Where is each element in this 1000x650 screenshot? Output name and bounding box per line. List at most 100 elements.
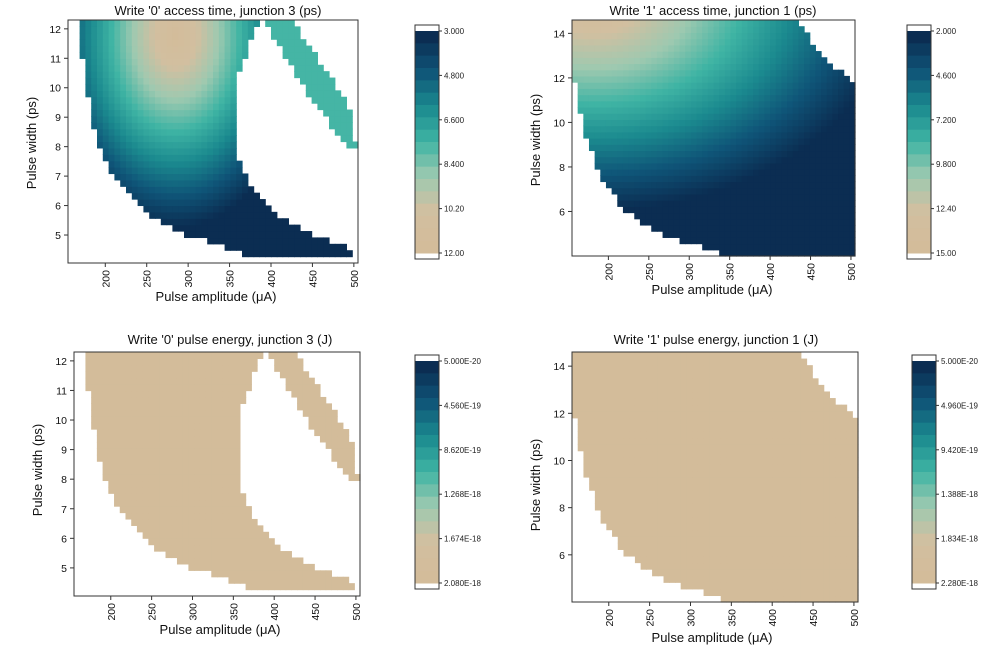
heatmap-cell [702,125,709,133]
heatmap-cell [274,544,281,552]
heatmap-cell [108,396,115,404]
heatmap-cell [639,218,647,226]
heatmap-cell [804,200,811,207]
heatmap-cell [663,503,670,511]
colorbar-segment [415,228,439,242]
heatmap-cell [783,516,790,524]
heatmap-cell [843,119,850,127]
heatmap-cell [259,231,266,239]
heatmap-cell [205,525,212,533]
heatmap-cell [697,477,705,485]
heatmap-cell [696,218,703,226]
heatmap-cell [743,523,750,531]
heatmap-cell [732,437,739,445]
heatmap-cell [188,396,195,404]
heatmap-cell [741,138,749,145]
heatmap-cell [228,454,235,462]
heatmap-cell [276,218,284,226]
heatmap-cell [843,224,850,232]
heatmap-cell [795,529,802,537]
heatmap-cell [131,422,138,430]
heatmap-cell [806,477,813,485]
heatmap-cell [760,529,768,537]
heatmap-cell [758,88,766,96]
heatmap-cell [652,450,659,458]
heatmap-cell [685,20,692,27]
heatmap-cell [189,64,197,72]
heatmap-cell [835,496,842,504]
heatmap-cell [288,250,295,258]
heatmap-cell [838,193,845,201]
heatmap-cell [821,113,828,120]
heatmap-cell [136,409,144,417]
heatmap-cell [646,516,653,524]
heatmap-cell [172,83,179,91]
heatmap-cell [696,75,703,83]
heatmap-cell [199,441,207,449]
heatmap-cell [838,138,845,145]
heatmap-cell [317,250,324,258]
heatmap-cell [611,32,618,40]
heatmap-cell [222,403,230,411]
heatmap-cell [806,523,813,531]
heatmap-cell [142,422,149,430]
heatmap-cell [758,150,766,158]
heatmap-cell [702,193,709,201]
heatmap-cell [832,144,839,152]
heatmap-cell [160,147,168,155]
heatmap-cell [234,544,241,552]
heatmap-cell [781,218,788,226]
heatmap-cell [804,144,811,152]
heatmap-cell [817,457,825,465]
heatmap-cell [600,450,607,458]
heatmap-cell [764,100,771,108]
heatmap-cell [702,231,709,238]
heatmap-cell [166,64,173,72]
heatmap-cell [222,371,230,379]
heatmap-cell [230,83,237,91]
heatmap-cell [172,90,179,98]
heatmap-cell [195,179,202,187]
heatmap-cell [835,523,842,531]
heatmap-cell [806,569,813,577]
heatmap-cell [775,193,783,201]
heatmap-cell [753,125,760,133]
heatmap-cell [832,162,839,170]
heatmap-cell [720,542,728,550]
heatmap-cell [787,125,794,133]
heatmap-cell [205,486,212,494]
heatmap-cell [218,128,226,136]
heatmap-cell [346,128,353,136]
heatmap-cell [600,63,607,71]
heatmap-cell [764,181,771,189]
heatmap-cell [758,169,766,176]
heatmap-cell [184,32,191,40]
heatmap-cell [843,106,850,114]
heatmap-cell [218,179,226,187]
heatmap-cell [719,138,726,145]
heatmap-cell [709,529,716,537]
heatmap-cell [305,58,313,66]
heatmap-cell [253,231,260,239]
heatmap-cell [651,218,658,226]
heatmap-cell [160,77,168,85]
heatmap-cell [758,249,766,257]
heatmap-cell [102,454,109,462]
heatmap-cell [171,512,178,520]
heatmap-cell [720,490,728,498]
heatmap-cell [136,429,144,437]
heatmap-cell [137,26,144,34]
heatmap-cell [775,144,783,152]
heatmap-cell [775,150,783,158]
heatmap-cell [804,69,811,77]
heatmap-cell [96,390,104,398]
heatmap-cell [787,212,794,220]
heatmap-cell [668,82,675,89]
heatmap-cell [812,582,819,590]
heatmap-cell [709,562,716,570]
heatmap-cell [325,570,332,578]
heatmap-cell [692,516,699,524]
heatmap-cell [308,396,315,404]
heatmap-cell [97,64,104,72]
heatmap-cell [743,503,750,511]
